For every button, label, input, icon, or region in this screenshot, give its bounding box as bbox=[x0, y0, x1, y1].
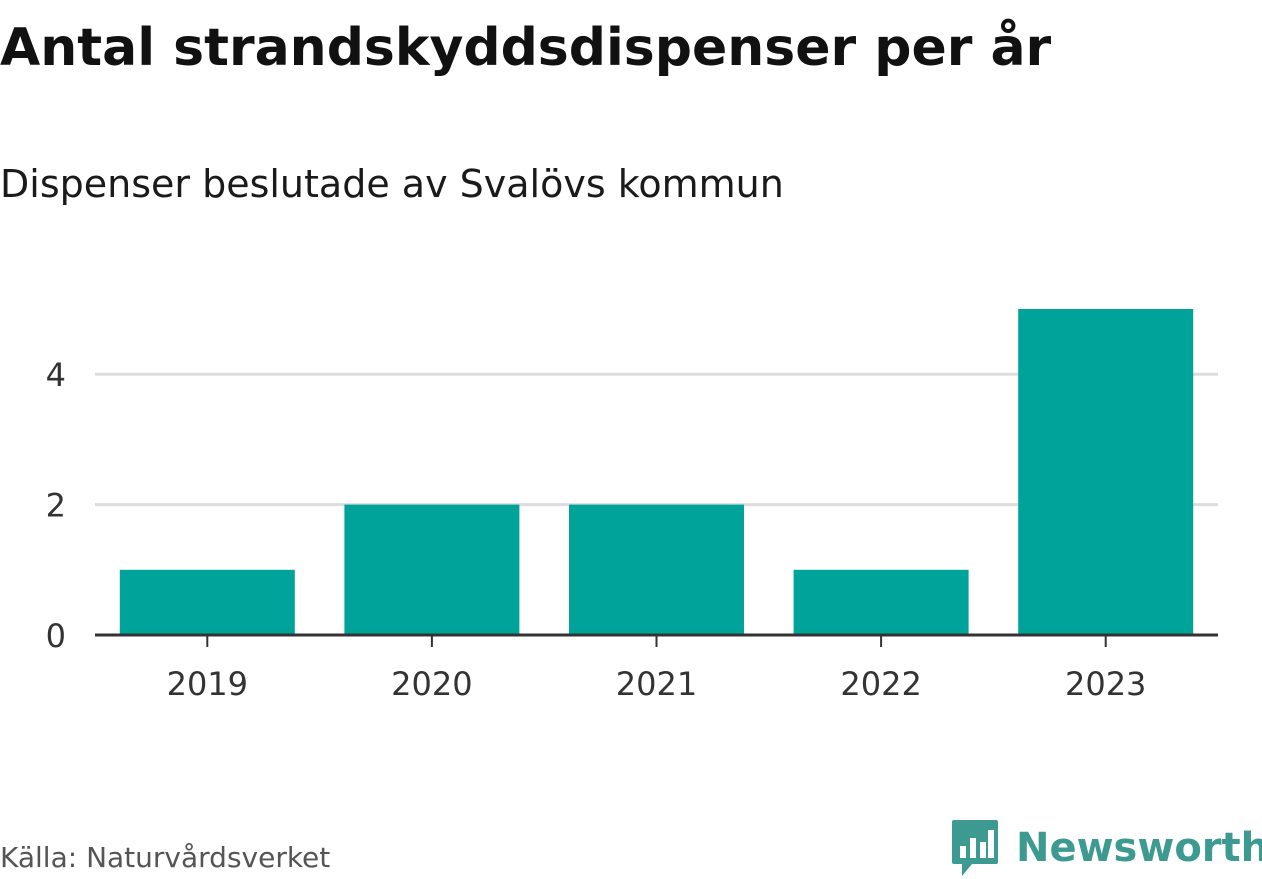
chart-title: Antal strandskyddsdispenser per år bbox=[0, 18, 1052, 78]
x-tick-label-2022: 2022 bbox=[840, 665, 921, 703]
bar-2019 bbox=[119, 569, 295, 635]
x-tick-label-2019: 2019 bbox=[167, 665, 248, 703]
chart-subtitle: Dispenser beslutade av Svalövs kommun bbox=[0, 162, 784, 206]
bar-2021 bbox=[569, 504, 744, 635]
bar-2023 bbox=[1018, 309, 1194, 635]
x-tick-label-2020: 2020 bbox=[391, 665, 472, 703]
x-tick-label-2023: 2023 bbox=[1065, 665, 1146, 703]
y-tick-label-2: 2 bbox=[46, 487, 66, 525]
y-tick-label-0: 0 bbox=[46, 617, 66, 655]
source-note: Källa: Naturvårdsverket bbox=[0, 841, 331, 874]
brand: Newsworthy bbox=[950, 818, 1262, 878]
bar-2020 bbox=[344, 504, 520, 635]
bar-2022 bbox=[793, 569, 969, 635]
bars bbox=[119, 309, 1194, 635]
brand-name: Newsworthy bbox=[1016, 825, 1262, 871]
newsworthy-logo-icon bbox=[952, 820, 998, 876]
axes: 0 2 4 2019 2020 2021 2022 2023 bbox=[46, 356, 1218, 703]
x-tick-label-2021: 2021 bbox=[616, 665, 697, 703]
y-tick-label-4: 4 bbox=[46, 356, 66, 394]
